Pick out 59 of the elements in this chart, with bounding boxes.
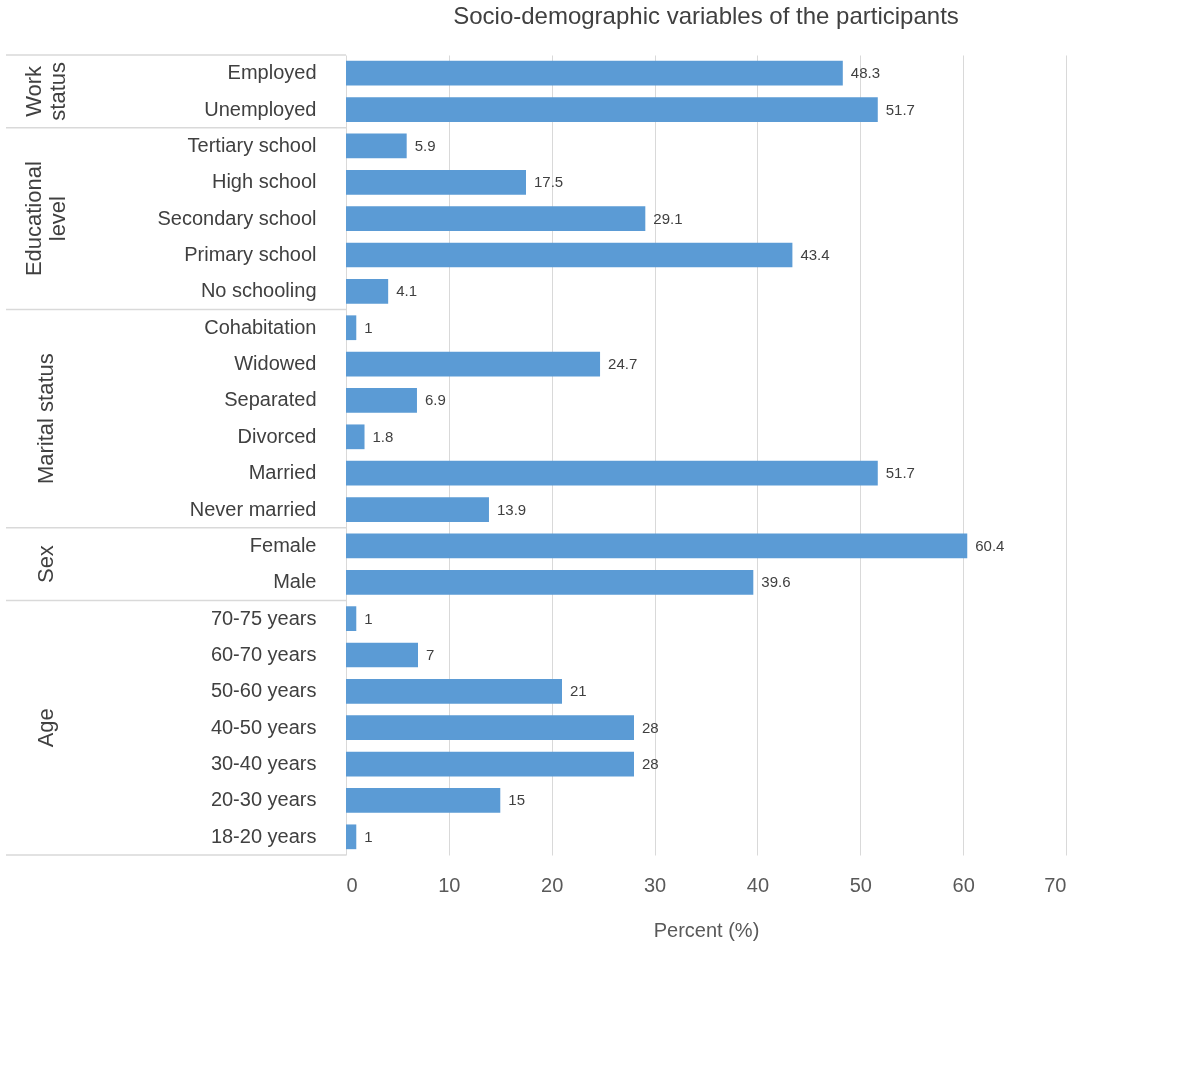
y-tick-label: 60-70 years [210,643,317,665]
y-tick-label: Never married [189,497,317,520]
data-label: 7 [426,646,435,663]
y-tick-label: Unemployed [204,97,317,120]
x-tick-label: 60 [952,873,975,896]
text: Educational level [21,161,70,277]
data-label: 29.1 [653,209,683,227]
data-label: 48.3 [850,64,880,82]
data-label: 4.1 [396,282,418,300]
y-tick-label: Married [248,461,317,484]
data-label: 13.9 [496,500,527,518]
y-tick-label: Primary school [184,243,317,265]
y-tick-label: Employed [227,61,317,84]
data-label: 51.7 [885,100,915,118]
x-tick-label: 20 [541,873,564,896]
y-tick-label: 18-20 years [210,824,317,847]
x-tick-label: 30 [643,873,667,896]
y-tick-label: Tertiary school [187,133,317,156]
y-tick-label: 20-30 years [210,788,317,811]
x-tick-label: 10 [438,873,461,896]
data-label: 24.7 [608,355,638,373]
data-label: 1.8 [372,427,394,445]
y-tick-label: High school [211,170,317,193]
data-label: 5.9 [414,136,436,154]
data-label: 1 [364,827,373,845]
data-label: 43.4 [800,246,830,263]
y-tick-label: 70-75 years [210,606,317,629]
y-tick-label: Divorced [237,424,317,447]
text: Age [33,708,58,748]
y-tick-label: Male [273,570,317,593]
y-tick-label: 40-50 years [210,715,317,738]
x-tick-label: 70 [1044,873,1067,896]
data-label: 60.4 [975,536,1005,554]
x-axis-title: Percent (%) [653,918,760,941]
text: Marital status [33,353,58,485]
y-tick-label: Cohabitation [204,315,317,338]
data-label: 15 [508,791,525,809]
data-label: 21 [570,682,587,700]
y-tick-label: Widowed [234,352,317,375]
x-tick-label: 40 [746,873,770,896]
y-tick-label: Female [249,533,317,556]
data-label: 1 [364,318,373,336]
y-tick-label: Separated [224,388,317,411]
text: Work status [21,62,70,121]
y-tick-label: 30-40 years [210,752,317,775]
y-tick-label: Secondary school [157,206,317,229]
y-tick-label: 50-60 years [210,679,317,702]
data-label: 51.7 [885,464,915,482]
y-tick-label: No schooling [200,279,317,302]
x-tick-label: 0 [346,873,358,896]
data-label: 6.9 [424,391,446,409]
x-tick-label: 50 [849,873,872,896]
data-label: 28 [642,755,659,773]
data-label: 39.6 [761,573,791,591]
data-label: 1 [364,609,373,627]
chart-title: Socio-demographic variables of the participants [453,2,959,30]
text: Sex [33,545,58,584]
data-label: 17.5 [534,173,564,191]
data-label: 28 [642,718,659,736]
